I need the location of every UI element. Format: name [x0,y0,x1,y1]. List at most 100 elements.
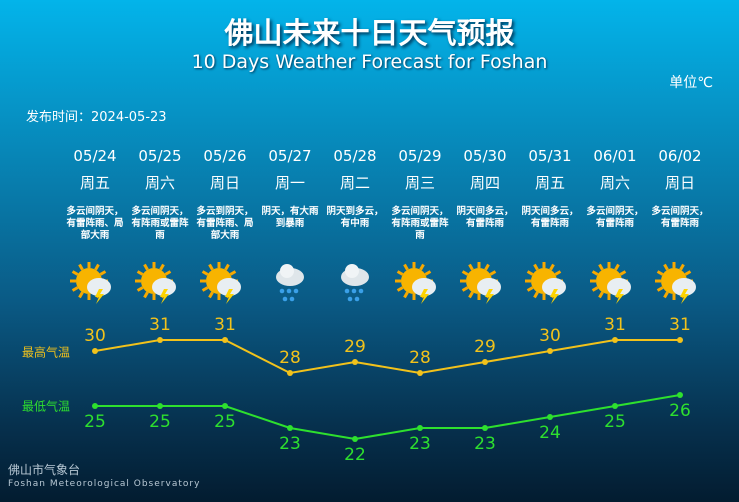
sun-ray [526,286,534,292]
weekday: 周日 [664,174,695,192]
sun-ray [468,291,474,299]
cloud [607,278,631,296]
sun-ray [656,286,664,292]
weather-icon [200,262,241,304]
point [547,348,553,354]
sun-ray [419,263,425,271]
cloud [412,278,436,296]
date: 05/24 [73,147,117,165]
value-label: 24 [539,423,561,443]
point [157,337,163,343]
sun-ray [461,270,469,276]
point [92,403,98,409]
value-label: 29 [344,337,366,357]
sun-ray [208,263,214,271]
point [612,403,618,409]
point [92,348,98,354]
weekday: 周五 [534,174,565,192]
value-label: 28 [409,348,431,368]
sun-ray [159,263,165,271]
weather-text: 多云间阴天，有雷阵雨、局部大雨 [66,206,124,241]
sun-ray [143,291,149,299]
weather-icon [341,264,369,302]
sun-ray [598,263,604,271]
sun-ray [549,263,555,271]
point [222,337,228,343]
sun-ray [554,270,562,276]
title: 佛山未来十日天气预报 [224,16,515,50]
raindrop [289,296,295,302]
raindrop [282,296,288,302]
cloud [152,278,176,296]
point [287,425,293,431]
value-label: 25 [604,412,626,432]
date: 05/25 [138,147,182,165]
value-label: 23 [474,434,496,454]
sun-ray [71,286,79,292]
weather-text: 多云间阴天，有阵雨或雷阵雨 [131,206,189,241]
raindrop [286,288,292,294]
weather-icon [276,264,304,302]
sun-ray [461,286,469,292]
sun-ray [663,291,669,299]
point [677,337,683,343]
weekday: 周四 [469,174,500,192]
weather-text: 多云间阴天，有雷阵雨 [586,206,644,229]
cloud [217,278,241,296]
lightning [225,289,234,304]
weather-text: 多云间阴天，有阵雨或雷阵雨 [391,206,449,241]
point [482,359,488,365]
point [417,370,423,376]
weather-icon [525,262,566,304]
value-label: 30 [84,326,106,346]
point [157,403,163,409]
weekday: 周三 [404,174,435,192]
sun-ray [229,270,237,276]
date: 05/30 [463,147,507,165]
weather-text: 阴天到多云，有中雨 [326,206,384,229]
sun-ray [484,263,490,271]
cloud [87,278,111,296]
value-label: 31 [669,315,691,335]
date: 06/02 [658,147,702,165]
weekday: 周二 [339,174,370,192]
date: 05/28 [333,147,377,165]
weekday: 周六 [144,174,175,192]
value-label: 25 [84,412,106,432]
cloud [672,278,696,296]
value-label: 28 [279,348,301,368]
unit: 单位℃ [669,75,713,91]
weather-text: 阴天间多云，有雷阵雨 [521,206,579,229]
sun-ray [136,286,144,292]
point [482,425,488,431]
sun-ray [614,263,620,271]
point [547,414,553,420]
value-label: 25 [214,412,236,432]
sun-ray [136,270,144,276]
point [222,403,228,409]
sun-ray [164,270,172,276]
sun-ray [208,291,214,299]
publish-time: 发布时间：2024-05-23 [26,110,167,125]
point [352,359,358,365]
footer-english: Foshan Meteorological Observatory [8,479,201,489]
point [417,425,423,431]
cloud [542,278,566,296]
value-label: 25 [149,412,171,432]
sun-ray [143,263,149,271]
weekday: 周六 [599,174,630,192]
weekday: 周五 [79,174,110,192]
weather-text: 多云间阴天，有雷阵雨 [651,206,709,229]
lightning [420,289,429,304]
raindrop [354,296,360,302]
weather-icon [135,262,176,304]
weather-icon [395,262,436,304]
raindrop [279,288,285,294]
sun-ray [396,270,404,276]
value-label: 31 [149,315,171,335]
value-label: 23 [279,434,301,454]
point [677,392,683,398]
sun-ray [424,270,432,276]
raindrop [351,288,357,294]
